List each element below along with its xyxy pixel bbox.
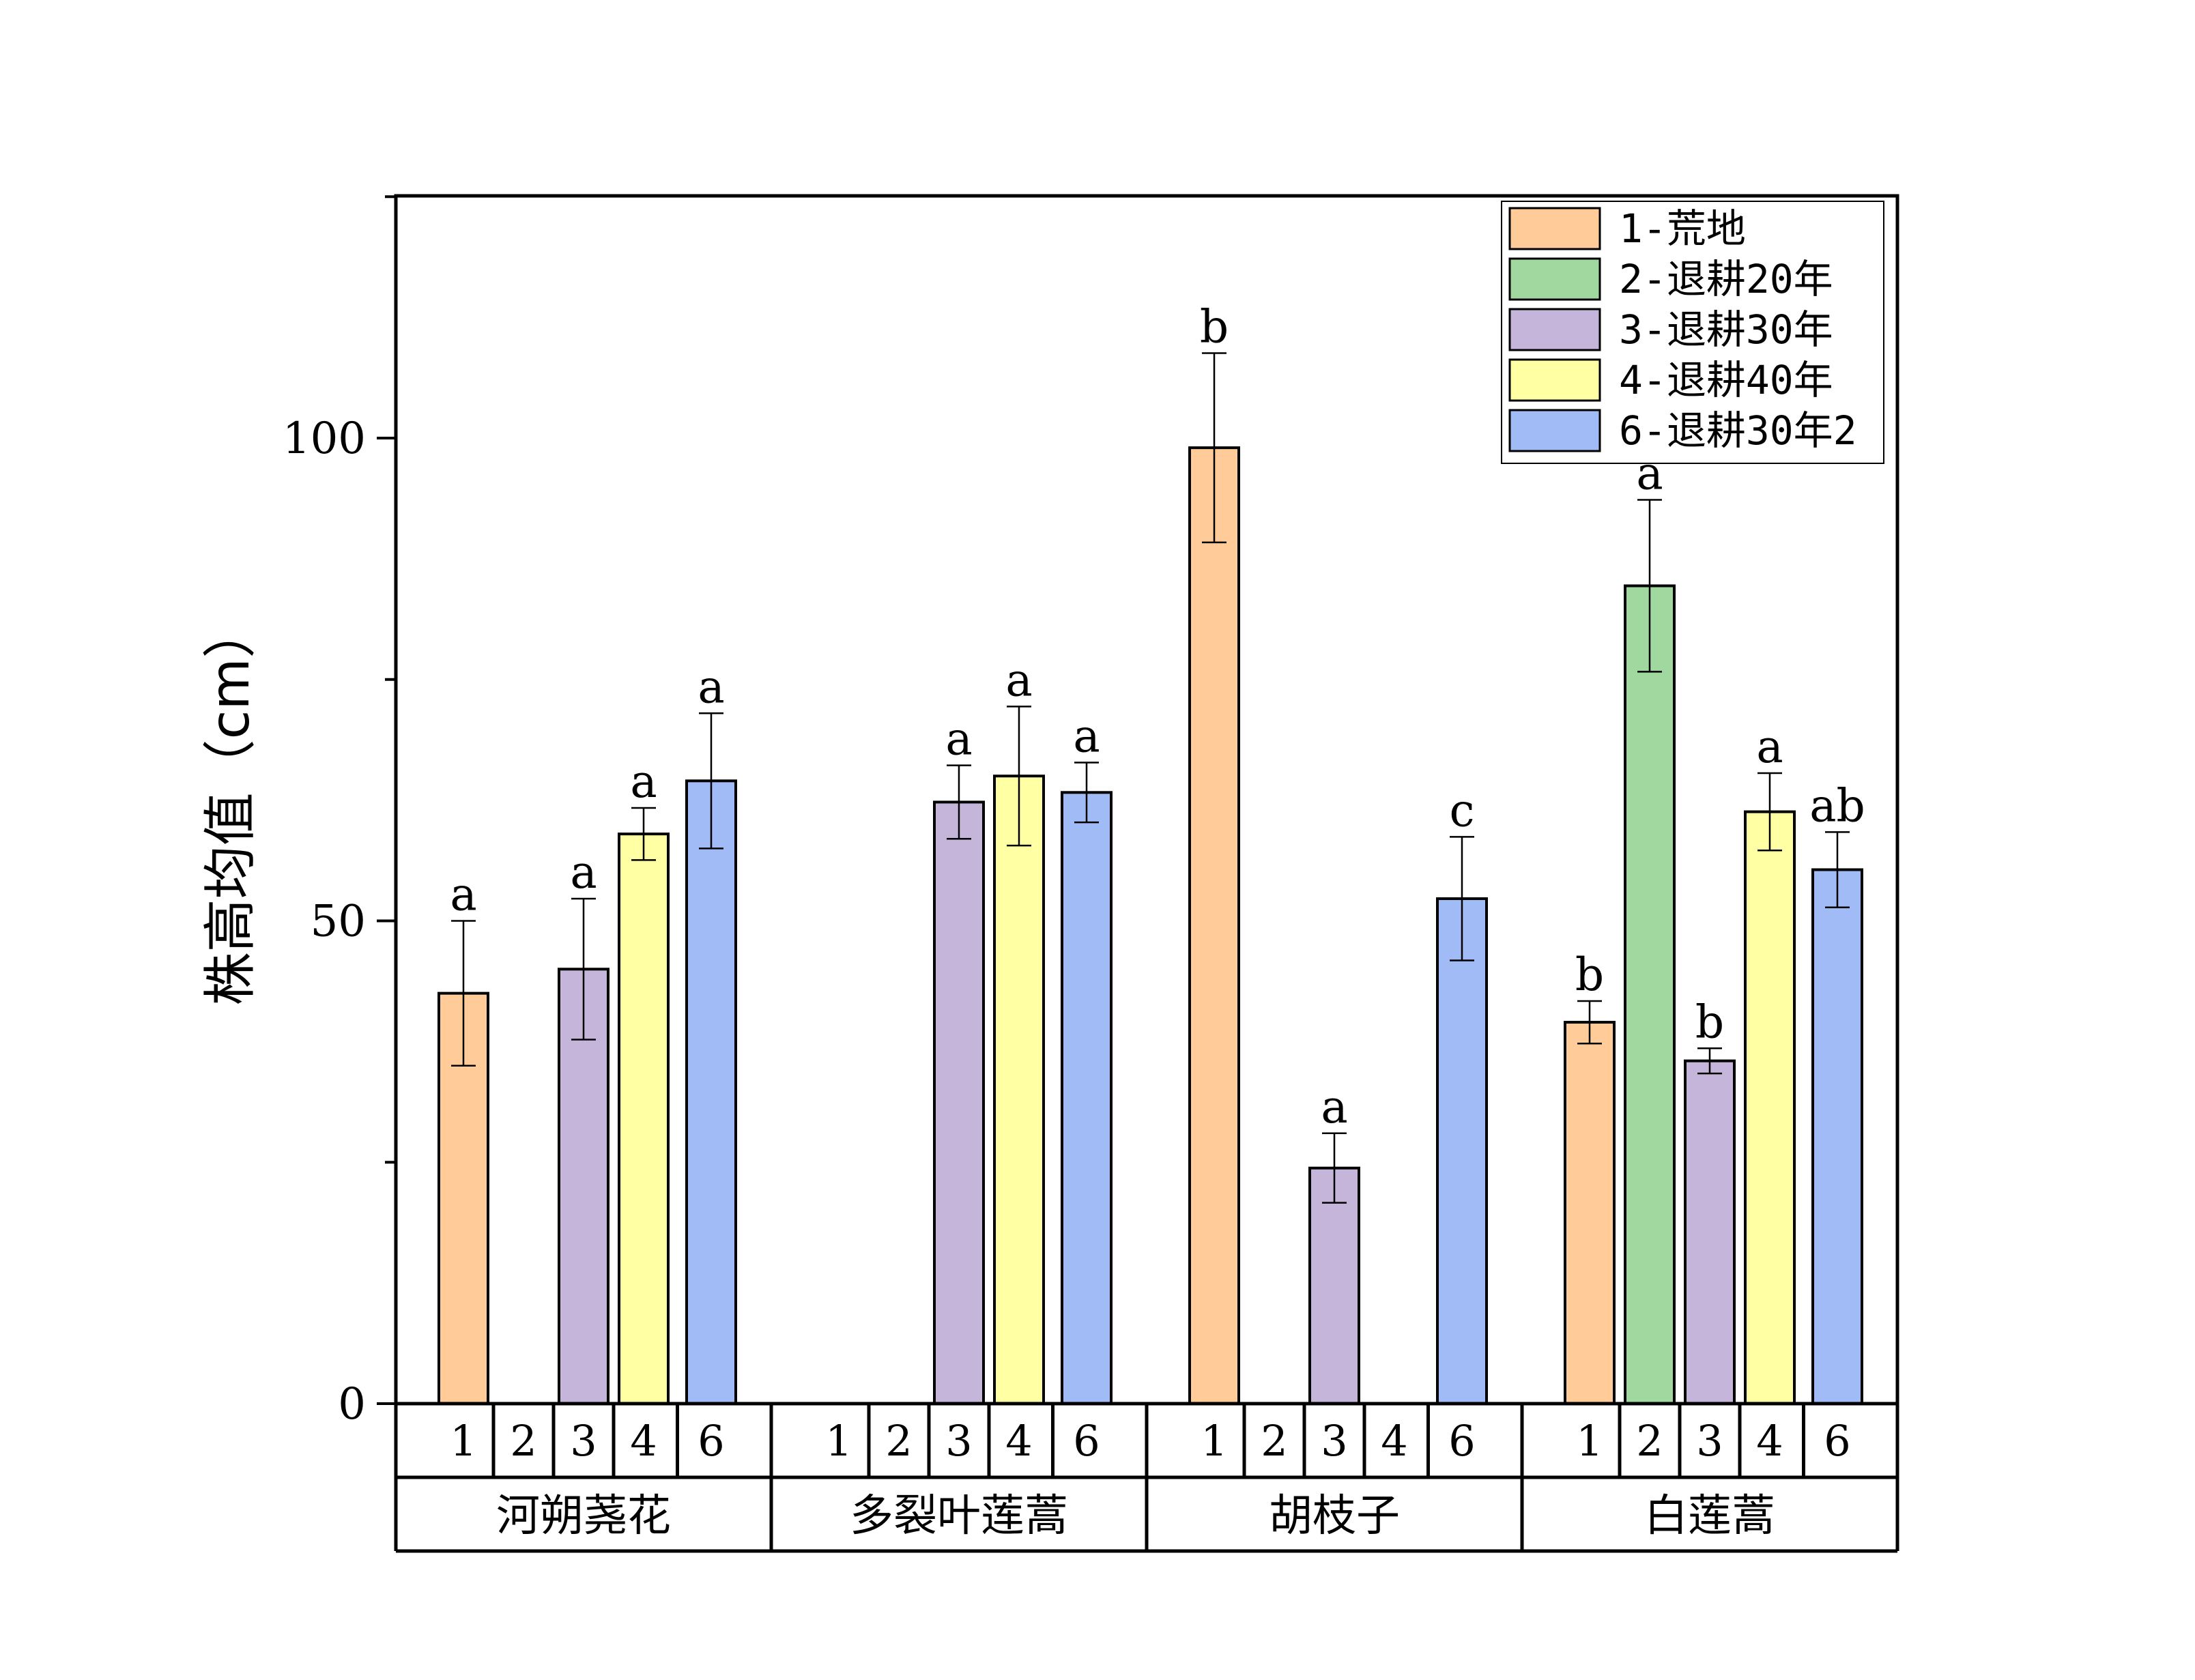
category-code-label: 1 [450, 1416, 476, 1466]
bar [1061, 791, 1113, 1406]
bar [685, 779, 737, 1405]
category-code-label: 4 [630, 1416, 657, 1466]
bar [1811, 868, 1863, 1405]
significance-letter: a [698, 661, 724, 713]
significance-letter: a [1756, 721, 1783, 773]
significance-letter: b [1200, 300, 1229, 353]
category-code-label: 1 [1576, 1416, 1603, 1466]
category-code-label: 4 [1756, 1416, 1783, 1466]
category-code-label: 3 [570, 1416, 597, 1466]
significance-letter: a [1073, 710, 1100, 762]
legend-entry-label: 3-退耕30年 [1619, 306, 1833, 353]
bar [1436, 897, 1488, 1405]
significance-letter: a [630, 755, 657, 808]
bar [993, 774, 1045, 1405]
legend-swatch [1508, 358, 1601, 402]
legend-entry-label: 6-退耕30年2 [1619, 407, 1857, 454]
category-code-label: 2 [1261, 1416, 1287, 1466]
legend-entry-label: 2-退耕20年 [1619, 256, 1833, 302]
category-code-label: 1 [825, 1416, 852, 1466]
group-label: 河朔荛花 [496, 1491, 671, 1541]
significance-letter: a [1005, 654, 1032, 706]
group-label: 白莲蒿 [1644, 1491, 1775, 1541]
y-tick-label: 50 [311, 897, 366, 947]
bar [1684, 1059, 1736, 1406]
category-code-label: 6 [1073, 1416, 1100, 1466]
category-code-label: 3 [1321, 1416, 1347, 1466]
category-code-label: 6 [698, 1416, 724, 1466]
category-code-label: 3 [1696, 1416, 1723, 1466]
group-label: 多裂叶莲蒿 [850, 1491, 1068, 1541]
y-tick-label: 0 [338, 1379, 366, 1430]
significance-letter: a [945, 713, 972, 766]
legend-swatch [1508, 409, 1601, 452]
category-code-label: 2 [510, 1416, 536, 1466]
significance-letter: c [1450, 784, 1475, 837]
category-code-label: 1 [1201, 1416, 1227, 1466]
significance-letter: a [1321, 1081, 1347, 1133]
category-code-label: 6 [1448, 1416, 1475, 1466]
group-label: 胡枝子 [1269, 1491, 1400, 1541]
legend-swatch [1508, 207, 1601, 250]
significance-letter: ab [1809, 779, 1865, 832]
category-code-label: 4 [1005, 1416, 1032, 1466]
legend-swatch [1508, 308, 1601, 351]
category-code-label: 6 [1824, 1416, 1850, 1466]
legend-entry-label: 4-退耕40年 [1619, 357, 1833, 403]
y-axis-label: 株高均值（cm） [200, 605, 261, 1006]
y-tick-label: 100 [283, 414, 366, 464]
category-code-label: 3 [945, 1416, 972, 1466]
bar [1564, 1021, 1616, 1405]
bar [1188, 446, 1240, 1405]
category-code-label: 4 [1381, 1416, 1407, 1466]
bar [618, 832, 670, 1405]
bar [933, 800, 985, 1405]
bar [1624, 584, 1676, 1405]
significance-letter: b [1695, 996, 1724, 1048]
significance-letter: a [450, 869, 476, 921]
significance-letter: b [1575, 948, 1604, 1001]
category-code-label: 2 [885, 1416, 912, 1466]
category-code-label: 2 [1636, 1416, 1663, 1466]
bar [1744, 810, 1796, 1405]
legend-entry-label: 1-荒地 [1619, 205, 1746, 252]
ticks-layer: 0 50 100 [283, 195, 396, 1430]
significance-letter: a [570, 846, 597, 899]
legend-swatch [1508, 257, 1601, 301]
